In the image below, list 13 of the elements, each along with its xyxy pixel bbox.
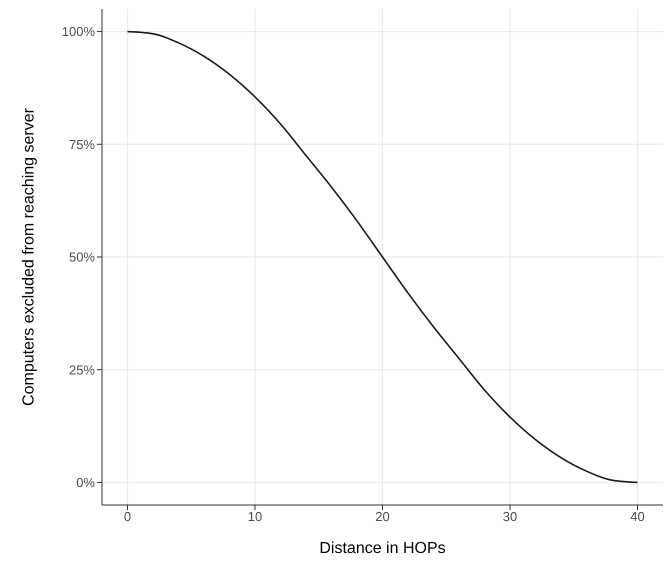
x-tick-label: 20	[375, 509, 390, 524]
x-tick-label: 10	[248, 509, 262, 524]
y-tick-label: 100%	[62, 24, 96, 40]
x-tick-label: 30	[502, 509, 518, 524]
line-series	[126, 30, 638, 484]
y-tick-label: 0%	[76, 475, 96, 490]
y-axis-title: Computers excluded from reaching server	[20, 107, 38, 406]
x-tick-label: 0	[124, 509, 132, 524]
y-tick-label: 25%	[68, 362, 96, 378]
y-tick-label: 75%	[68, 136, 96, 152]
x-axis-title: Distance in HOPs	[319, 540, 446, 557]
y-tick-label: 50%	[68, 250, 96, 265]
x-tick-label: 40	[630, 509, 645, 524]
